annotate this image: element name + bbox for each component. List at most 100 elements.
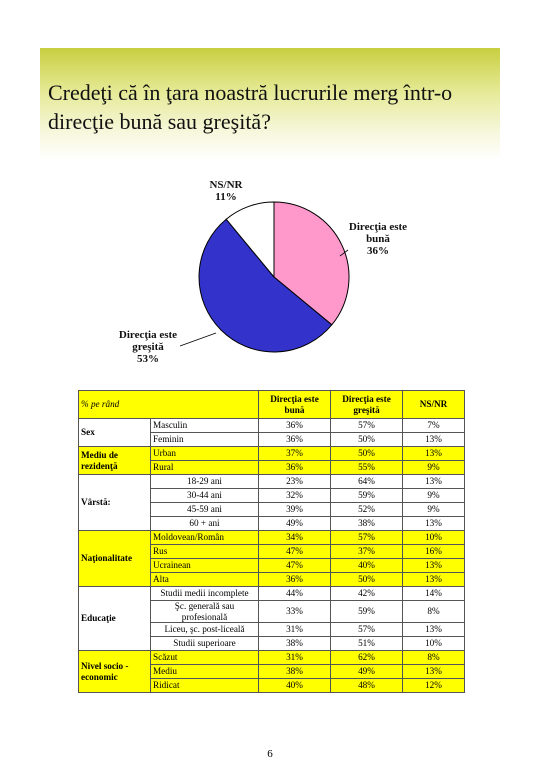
table-cell: 12% [402, 678, 465, 693]
row-label: Rus [150, 544, 259, 559]
table-cell: 57% [330, 622, 403, 637]
table-row: Mediu de rezidenţă Urban 37% 50% 13% [78, 446, 465, 475]
table-cell: 9% [402, 502, 465, 517]
table-cell: 47% [258, 544, 331, 559]
table-cell: 36% [258, 418, 331, 433]
table-cell: 38% [258, 636, 331, 651]
row-label: 18-29 ani [150, 474, 259, 489]
crosstab-table-wrap: % pe rând Direcţia este bună Direcţia este g… [78, 390, 465, 700]
table-cell: 64% [330, 474, 403, 489]
pie-slice-gresita [198, 218, 333, 353]
table-cell: 50% [330, 432, 403, 447]
table-row: Şc. generală sau profesională 33% 59% 8% [78, 600, 465, 623]
table-cell: 13% [402, 474, 465, 489]
table-row: 45-59 ani 39% 52% 9% [78, 502, 465, 517]
table-cell: 50% [330, 572, 403, 587]
table-cell: 13% [402, 664, 465, 679]
crosstab-table: % pe rând Direcţia este bună Direcţia este g… [78, 390, 465, 693]
table-cell: 10% [402, 530, 465, 545]
row-label: Moldovean/Român [150, 530, 259, 545]
table-cell: 57% [330, 418, 403, 433]
pie-slice-buna [273, 201, 350, 326]
table-cell: 31% [258, 650, 331, 665]
table-cell: 40% [258, 678, 331, 693]
table-row: Educaţie Studii medii incomplete 44% 42% 14% [78, 586, 465, 651]
row-label: Studii superioare [150, 636, 259, 651]
table-cell: 36% [258, 432, 331, 447]
group-label: Naţionalitate [78, 530, 151, 587]
table-cell: 16% [402, 544, 465, 559]
table-cell: 8% [402, 600, 465, 623]
row-label: Liceu, şc. post-liceală [150, 622, 259, 637]
table-cell: 13% [402, 516, 465, 531]
column-header: Direcţia este greşită [330, 390, 403, 419]
table-cell: 13% [402, 558, 465, 573]
table-cell: 36% [258, 460, 331, 475]
table-cell: 13% [402, 622, 465, 637]
table-cell: 62% [330, 650, 403, 665]
table-row: Ucrainean 47% 40% 13% [78, 558, 465, 573]
table-cell: 44% [258, 586, 331, 601]
row-label: 30-44 ani [150, 488, 259, 503]
row-label: Urban [150, 446, 259, 461]
table-cell: 59% [330, 488, 403, 503]
pie-leader-line [179, 332, 217, 347]
table-cell: 52% [330, 502, 403, 517]
row-label: Mediu [150, 664, 259, 679]
table-cell: 39% [258, 502, 331, 517]
table-cell: 32% [258, 488, 331, 503]
column-header: Direcţia este bună [258, 390, 331, 419]
row-label: Feminin [150, 432, 259, 447]
table-row: Alta 36% 50% 13% [78, 572, 465, 587]
row-label: Studii medii incomplete [150, 586, 259, 601]
table-cell: 13% [402, 432, 465, 447]
group-label: Sex [78, 418, 151, 447]
pie-label: Direcţia este bună 36% [349, 221, 407, 257]
table-cell: 36% [258, 572, 331, 587]
title-band [40, 48, 500, 160]
group-label: Educaţie [78, 586, 151, 651]
table-row: Studii superioare 38% 51% 10% [78, 636, 465, 651]
table-cell: 48% [330, 678, 403, 693]
table-cell: 55% [330, 460, 403, 475]
group-label: Mediu de rezidenţă [78, 446, 151, 475]
row-label: Scăzut [150, 650, 259, 665]
table-cell: 14% [402, 586, 465, 601]
table-cell: 31% [258, 622, 331, 637]
row-label: Ucrainean [150, 558, 259, 573]
column-header: NS/NR [402, 390, 465, 419]
page-title: Credeţi că în ţara noastră lucrurile mer… [48, 80, 453, 134]
table-row: Sex Masculin 36% 57% 7% [78, 418, 465, 447]
row-label: Ridicat [150, 678, 259, 693]
group-label: Vârstă: [78, 474, 151, 531]
page-number: 6 [267, 748, 273, 760]
row-label: Alta [150, 572, 259, 587]
table-corner-label: % pe rând [78, 390, 259, 419]
table-cell: 7% [402, 418, 465, 433]
table-cell: 49% [330, 664, 403, 679]
table-row: Naţionalitate Moldovean/Român 34% 57% 10% [78, 530, 465, 587]
pie-label: Direcţia este greşită 53% [119, 329, 177, 365]
table-cell: 23% [258, 474, 331, 489]
group-label: Nivel socio - economic [78, 650, 151, 693]
row-label: Şc. generală sau profesională [150, 600, 259, 623]
pie-chart: Direcţia este bună 36% Direcţia este greşită… [119, 179, 407, 365]
table-cell: 13% [402, 572, 465, 587]
table-row: Rural 36% 55% 9% [78, 460, 465, 475]
table-cell: 10% [402, 636, 465, 651]
table-cell: 51% [330, 636, 403, 651]
table-row: Nivel socio - economic Scăzut 31% 62% 8% [78, 650, 465, 693]
table-cell: 49% [258, 516, 331, 531]
table-cell: 50% [330, 446, 403, 461]
table-row: Rus 47% 37% 16% [78, 544, 465, 559]
pie-leader-line [339, 249, 349, 257]
table-cell: 42% [330, 586, 403, 601]
row-label: 60 + ani [150, 516, 259, 531]
table-cell: 59% [330, 600, 403, 623]
table-cell: 37% [258, 446, 331, 461]
pie-slice-nsnr [225, 201, 275, 279]
table-cell: 38% [330, 516, 403, 531]
table-row: Ridicat 40% 48% 12% [78, 678, 465, 693]
table-cell: 47% [258, 558, 331, 573]
table-cell: 40% [330, 558, 403, 573]
